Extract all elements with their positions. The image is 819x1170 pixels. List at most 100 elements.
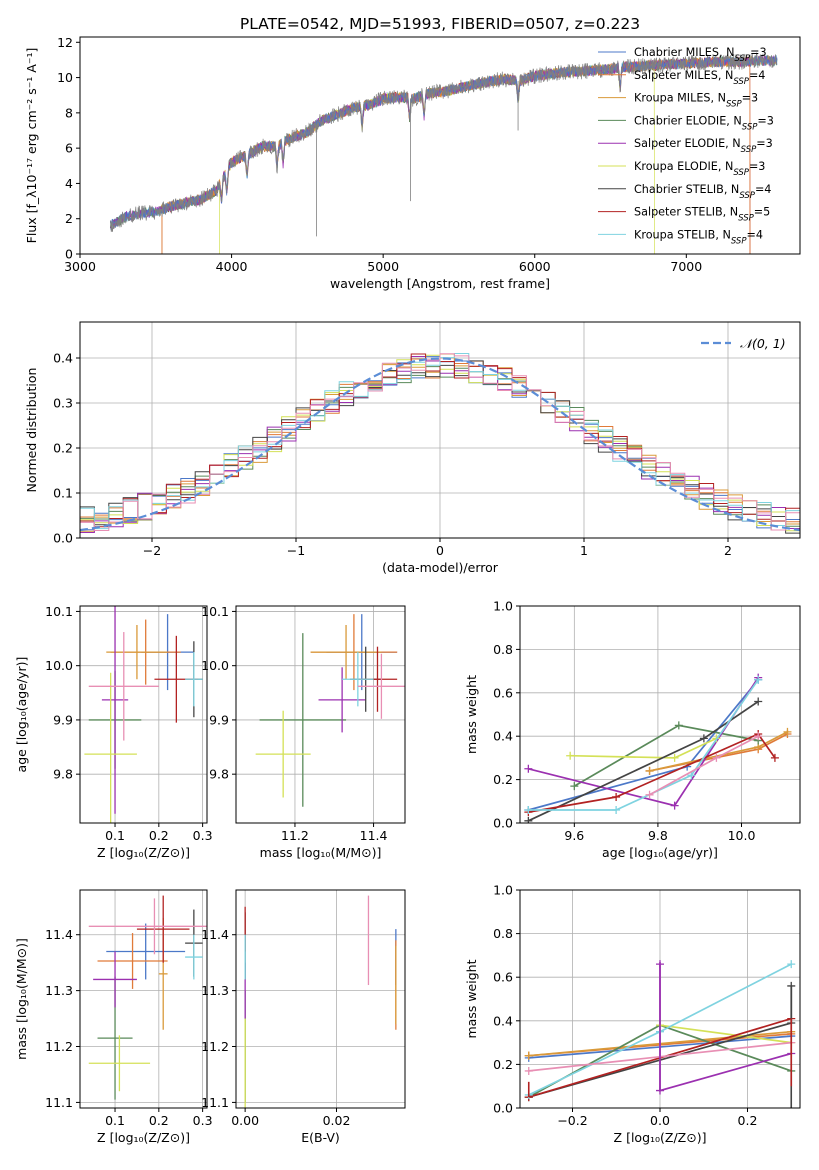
y-tick-label: 10.1 [45, 604, 73, 619]
x-tick-label: 0.3 [193, 828, 213, 843]
y-tick-label: 0.3 [53, 396, 73, 411]
axes-border [235, 889, 406, 1109]
y-tick-label: 0.0 [493, 1101, 513, 1116]
y-tick-label: 0.0 [493, 816, 513, 831]
x-tick-label: 0.2 [149, 828, 169, 843]
y-tick-label: 0.0 [53, 531, 73, 546]
age-vs-mass-panel: 11.2 11.4 9.8 9.9 10.0 10.1 mass [log₁₀(M/M⊙)] [201, 604, 406, 860]
y-tick-label: 11.3 [201, 983, 229, 998]
y-tick-label: 10.0 [45, 658, 73, 673]
x-axis-label: Z [log₁₀(Z/Z⊙)] [614, 1130, 707, 1145]
legend-entry-kroupa-miles: Kroupa MILES, NSSP=3 [634, 92, 758, 110]
y-tick-label: 11.4 [201, 927, 229, 942]
plot-area [88, 895, 207, 1100]
axes-frame: −0.2 0.0 0.2 0.0 0.2 0.4 0.6 0.8 1.0 Z [log₁₀(Z/Z… [464, 883, 801, 1145]
y-tick-label: 10 [57, 70, 73, 85]
legend-entry-salpeter-stelib: Salpeter STELIB, NSSP=5 [634, 206, 770, 224]
x-tick-label: 1 [580, 543, 588, 558]
y-tick-label: 11.2 [45, 1039, 73, 1054]
weight-marker-kroupa-stelib [524, 805, 533, 814]
weight-line-kroupa-stelib [528, 679, 759, 811]
x-tick-label: 5000 [367, 259, 399, 274]
y-tick-label: 0.8 [493, 926, 513, 941]
y-tick-label: 9.9 [209, 712, 229, 727]
legend-entry-salpeter-miles: Salpeter MILES, NSSP=4 [634, 69, 765, 87]
y-axis-label: age [log₁₀(age/yr)] [14, 657, 29, 773]
residuals-panel: −2 −1 0 1 2 0.0 0.1 0.2 0.3 0.4 (data-model)/error… [24, 321, 801, 575]
x-tick-label: 0.3 [193, 1113, 213, 1128]
x-tick-label: 0.1 [105, 1113, 125, 1128]
y-tick-label: 1.0 [493, 599, 513, 614]
legend-entry-normal: 𝒩(0, 1) [740, 336, 786, 351]
weight-marker-kroupa-elodie [670, 753, 679, 762]
plot-area [109, 51, 778, 254]
normal-curve [80, 357, 800, 532]
axes-frame: −2 −1 0 1 2 0.0 0.1 0.2 0.3 0.4 (data-model)/error… [24, 321, 801, 575]
axes-border [79, 36, 801, 255]
x-axis-label: Z [log₁₀(Z/Z⊙)] [97, 1130, 190, 1145]
y-tick-label: 1.0 [493, 883, 513, 898]
y-tick-label: 4 [65, 176, 73, 191]
legend-entry-salpeter-elodie: Salpeter ELODIE, NSSP=3 [634, 137, 773, 155]
weight-marker-salpeter-elodie [524, 764, 533, 773]
y-tick-label: 0.2 [493, 1057, 513, 1072]
x-axis-label: wavelength [Angstrom, rest frame] [330, 276, 550, 291]
axes-border [519, 605, 801, 824]
grid [80, 606, 207, 823]
y-tick-label: 0.4 [493, 1013, 513, 1028]
axes-border [79, 889, 208, 1109]
y-tick-label: 8 [65, 105, 73, 120]
y-tick-label: 0.8 [493, 642, 513, 657]
weight-marker-pink [524, 1066, 533, 1075]
weight-line-salpeter-stelib [528, 732, 776, 813]
weight-marker-kroupa-stelib [612, 805, 621, 814]
y-tick-label: 0.2 [493, 772, 513, 787]
y-tick-label: 11.1 [201, 1095, 229, 1110]
axes-border [79, 605, 208, 824]
x-tick-label: 0.02 [323, 1113, 351, 1128]
x-tick-label: 0.1 [105, 828, 125, 843]
y-tick-label: 0.1 [53, 486, 73, 501]
histogram-kroupa-stelib [80, 353, 800, 538]
weight-marker-chabrier-elodie [674, 721, 683, 730]
y-tick-label: 9.8 [53, 767, 73, 782]
spectrum-line-chabrier-stelib [109, 51, 778, 232]
legend-entry-chabrier-miles: Chabrier MILES, NSSP=3 [634, 46, 767, 64]
x-axis-label: age [log₁₀(age/yr)] [602, 845, 718, 860]
plot-area [80, 353, 800, 538]
weight-line-kroupa-elodie [659, 1024, 792, 1044]
axes-border [235, 605, 406, 824]
y-tick-label: 12 [57, 35, 73, 50]
x-tick-label: 0.00 [231, 1113, 259, 1128]
grid [80, 890, 207, 1108]
weight-marker-salpeter-stelib [612, 792, 621, 801]
y-tick-label: 9.8 [209, 767, 229, 782]
weight-marker-salpeter-elodie [670, 801, 679, 810]
x-tick-label: 0 [436, 543, 444, 558]
weight-marker-salpeter-stelib [770, 753, 779, 762]
weight-marker-kroupa-stelib [754, 675, 763, 684]
weight-marker-pink [754, 732, 763, 741]
histogram-salpeter-stelib [80, 353, 800, 538]
x-tick-label: 0.0 [650, 1113, 670, 1128]
x-tick-label: 4000 [216, 259, 248, 274]
x-axis-label: Z [log₁₀(Z/Z⊙)] [97, 845, 190, 860]
y-axis-label: mass weight [464, 675, 479, 754]
spectrum-panel: 3000 4000 5000 6000 7000 0 2 4 6 8 10 12 wavelength … [24, 35, 801, 291]
axes-frame: 0.00 0.02 11.1 11.2 11.3 11.4 E(B-V) [201, 889, 406, 1145]
y-tick-label: 11.1 [45, 1095, 73, 1110]
x-tick-label: 9.8 [648, 828, 668, 843]
age-vs-metallicity-panel: 0.1 0.2 0.3 9.8 9.9 10.0 10.1 Z [log₁₀(Z/Z⊙)] ag… [14, 604, 213, 860]
mass-vs-metallicity-panel: 0.1 0.2 0.3 11.1 11.2 11.3 11.4 Z [log₁₀(Z/Z⊙)]… [14, 889, 213, 1145]
x-tick-label: 7000 [670, 259, 702, 274]
weight-line-chabrier-stelib [528, 700, 759, 822]
y-tick-label: 0.6 [493, 685, 513, 700]
legend-entry-kroupa-elodie: Kroupa ELODIE, NSSP=3 [634, 160, 765, 178]
weight-marker-chabrier-stelib [699, 734, 708, 743]
weight-marker-pink [712, 753, 721, 762]
y-tick-label: 11.2 [201, 1039, 229, 1054]
x-tick-label: 3000 [64, 259, 96, 274]
y-tick-label: 0.4 [493, 729, 513, 744]
plot-area [524, 673, 792, 823]
spectrum-legend: Chabrier MILES, NSSP=3 Salpeter MILES, NS… [598, 46, 774, 246]
